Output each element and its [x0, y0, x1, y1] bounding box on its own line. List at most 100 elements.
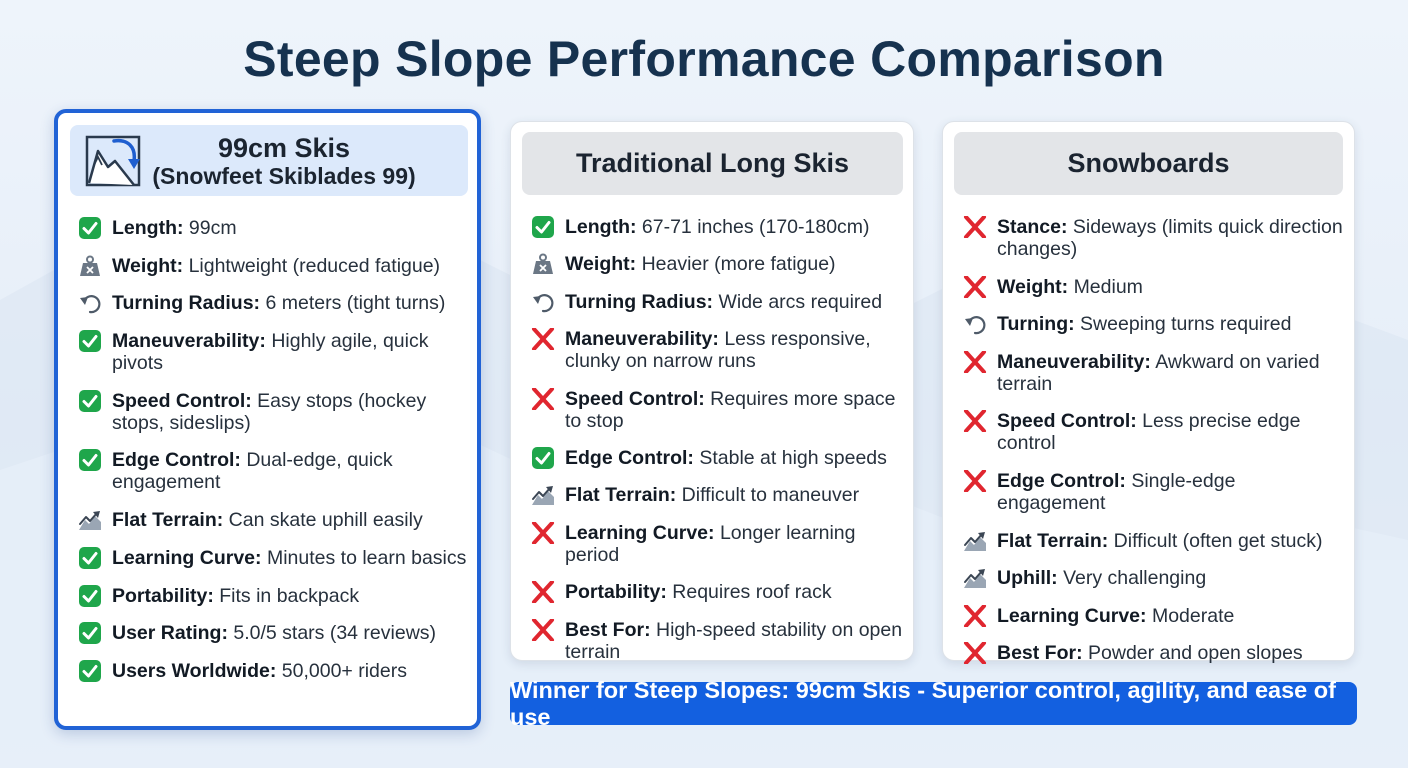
- list-item: Length: 67-71 inches (170-180cm): [531, 216, 909, 238]
- list-item: Learning Curve: Longer learning period: [531, 521, 909, 566]
- item-label: User Rating:: [112, 622, 228, 645]
- feature-list: Stance: Sideways (limits quick direction…: [963, 216, 1348, 680]
- terrain-icon: [963, 530, 987, 552]
- check-icon: [78, 449, 102, 472]
- list-item: Speed Control: Requires more space to st…: [531, 387, 909, 432]
- list-item: Turning Radius: 6 meters (tight turns): [78, 292, 468, 314]
- item-label: Best For:: [997, 642, 1083, 665]
- item-value: Stable at high speeds: [699, 446, 887, 469]
- feature-list: Length: 67-71 inches (170-180cm) Weight: …: [531, 216, 909, 678]
- item-label: Length:: [112, 217, 184, 239]
- feature-list: Length: 99cm Weight: Lightweight (reduced…: [78, 217, 468, 698]
- item-text: Edge Control: Single-edge engagement: [997, 470, 1348, 514]
- item-label: Speed Control:: [565, 387, 705, 410]
- list-item: Portability: Fits in backpack: [78, 584, 468, 607]
- item-label: Edge Control:: [997, 469, 1126, 492]
- check-icon: [78, 546, 102, 569]
- item-label: Turning Radius:: [565, 290, 714, 313]
- cross-icon: [963, 350, 987, 373]
- item-text: Speed Control: Requires more space to st…: [565, 388, 909, 432]
- item-value: 6 meters (tight turns): [265, 292, 446, 315]
- check-icon: [531, 216, 555, 238]
- item-label: Best For:: [565, 618, 651, 641]
- item-text: Maneuverability: Highly agile, quick piv…: [112, 330, 468, 374]
- item-text: Learning Curve: Longer learning period: [565, 522, 909, 566]
- item-value: 50,000+ riders: [281, 659, 407, 682]
- terrain-icon: [963, 567, 987, 589]
- list-item: Learning Curve: Minutes to learn basics: [78, 546, 468, 569]
- item-value: Sweeping turns required: [1080, 313, 1292, 336]
- item-label: Flat Terrain:: [112, 509, 224, 532]
- cross-icon: [531, 328, 555, 351]
- item-value: Wide arcs required: [718, 290, 883, 313]
- item-label: Weight:: [112, 254, 184, 277]
- check-icon: [78, 330, 102, 353]
- item-label: Maneuverability:: [997, 350, 1151, 373]
- list-item: Maneuverability: Highly agile, quick piv…: [78, 330, 468, 374]
- list-item: Users Worldwide: 50,000+ riders: [78, 659, 468, 682]
- list-item: Turning Radius: Wide arcs required: [531, 291, 909, 313]
- item-value: Less responsive, clunky on narrow runs: [565, 328, 871, 373]
- item-value: Dual-edge, quick engagement: [112, 449, 393, 494]
- list-item: Learning Curve: Moderate: [963, 604, 1348, 627]
- item-label: Speed Control:: [112, 389, 252, 412]
- item-text: Weight: Medium: [997, 276, 1348, 298]
- list-item: Maneuverability: Awkward on varied terra…: [963, 350, 1348, 395]
- check-icon: [78, 584, 102, 607]
- item-text: Best For: Powder and open slopes: [997, 642, 1348, 664]
- item-value: Fits in backpack: [219, 584, 360, 607]
- item-text: Length: 99cm: [112, 217, 468, 239]
- item-label: Portability:: [565, 581, 667, 604]
- list-item: Edge Control: Single-edge engagement: [963, 469, 1348, 514]
- list-item: Best For: High-speed stability on open t…: [531, 618, 909, 663]
- item-label: Speed Control:: [997, 410, 1137, 433]
- item-text: Maneuverability: Awkward on varied terra…: [997, 351, 1348, 395]
- item-value: Very challenging: [1063, 567, 1207, 590]
- check-icon: [78, 659, 102, 682]
- item-label: Flat Terrain:: [997, 529, 1109, 552]
- list-item: Speed Control: Easy stops (hockey stops,…: [78, 389, 468, 434]
- item-value: Moderate: [1151, 604, 1235, 627]
- list-item: Flat Terrain: Can skate uphill easily: [78, 509, 468, 531]
- list-item: Maneuverability: Less responsive, clunky…: [531, 328, 909, 372]
- item-value: High-speed stability on open terrain: [565, 618, 903, 663]
- cross-icon: [963, 410, 987, 433]
- item-value: Less precise edge control: [997, 410, 1301, 455]
- item-text: Learning Curve: Moderate: [997, 605, 1348, 627]
- item-text: Turning: Sweeping turns required: [997, 313, 1348, 335]
- list-item: Weight: Lightweight (reduced fatigue): [78, 255, 468, 277]
- item-text: Flat Terrain: Difficult (often get stuck…: [997, 530, 1348, 552]
- terrain-icon: [531, 484, 555, 506]
- list-item: Edge Control: Dual-edge, quick engagemen…: [78, 449, 468, 493]
- item-value: Sideways (limits quick direction changes…: [997, 216, 1343, 260]
- list-item: Turning: Sweeping turns required: [963, 313, 1348, 335]
- item-value: Single-edge engagement: [997, 469, 1236, 514]
- item-value: Can skate uphill easily: [228, 509, 423, 532]
- item-text: Edge Control: Stable at high speeds: [565, 447, 909, 469]
- item-text: Weight: Lightweight (reduced fatigue): [112, 255, 468, 277]
- cross-icon: [531, 387, 555, 410]
- card-header: Snowboards: [954, 132, 1343, 195]
- item-label: Edge Control:: [112, 449, 241, 472]
- list-item: Speed Control: Less precise edge control: [963, 410, 1348, 454]
- check-icon: [78, 622, 102, 645]
- list-item: Weight: Heavier (more fatigue): [531, 253, 909, 275]
- item-value: Lightweight (reduced fatigue): [188, 254, 441, 277]
- list-item: Flat Terrain: Difficult (often get stuck…: [963, 530, 1348, 552]
- item-label: Maneuverability:: [565, 328, 719, 351]
- check-icon: [78, 217, 102, 239]
- item-label: Learning Curve:: [997, 604, 1147, 627]
- item-label: Turning:: [997, 313, 1075, 336]
- item-text: Uphill: Very challenging: [997, 567, 1348, 589]
- item-label: Stance:: [997, 216, 1068, 238]
- card-99cm-skis: 99cm Skis (Snowfeet Skiblades 99) Length…: [54, 109, 481, 730]
- cross-icon: [531, 618, 555, 641]
- turn-arrow-icon: [78, 292, 102, 314]
- item-text: Best For: High-speed stability on open t…: [565, 619, 909, 663]
- item-value: Heavier (more fatigue): [641, 253, 836, 276]
- item-value: Minutes to learn basics: [266, 546, 467, 569]
- card-title: 99cm Skis: [217, 132, 351, 163]
- list-item: Best For: Powder and open slopes: [963, 642, 1348, 665]
- item-label: Uphill:: [997, 567, 1058, 590]
- list-item: Stance: Sideways (limits quick direction…: [963, 216, 1348, 260]
